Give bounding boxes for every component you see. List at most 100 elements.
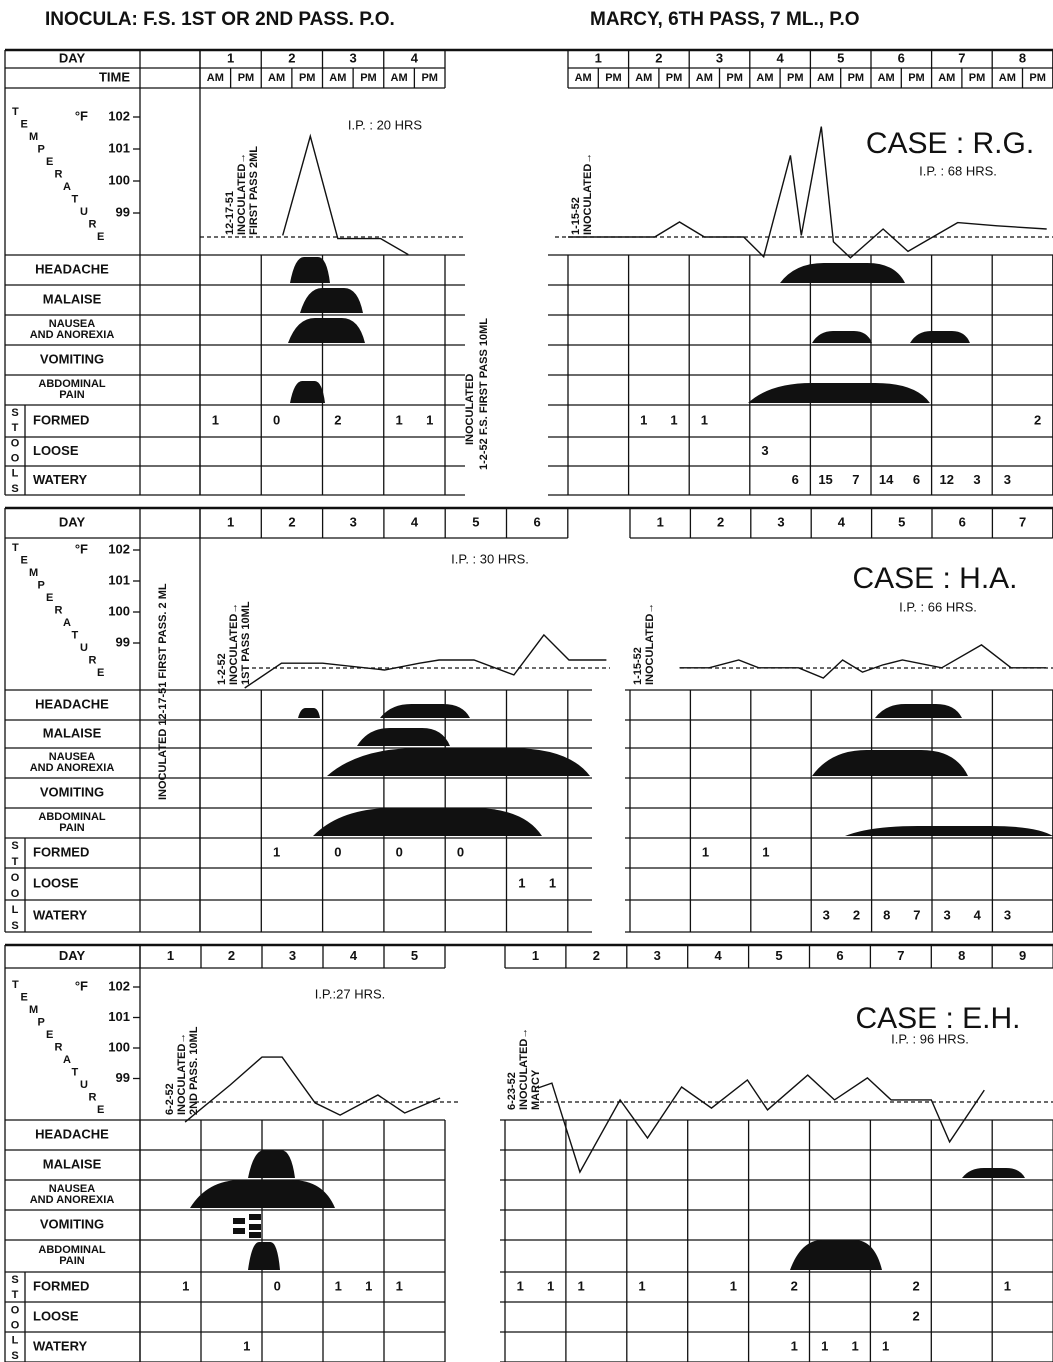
stool-count: 7 — [852, 472, 859, 487]
stool-count: 1 — [212, 412, 219, 427]
day-number: 2 — [655, 50, 662, 65]
inoculation-note: INOCULATED→ — [644, 603, 656, 685]
time-am: AM — [817, 72, 834, 84]
day-number: 6 — [534, 514, 541, 529]
symptom-label: VOMITING — [40, 1216, 104, 1231]
day-number: 4 — [350, 948, 358, 963]
y-axis-label: TEMPERATURE — [12, 106, 104, 243]
symptom-shape — [812, 331, 872, 343]
stool-label: LOOSE — [33, 1308, 79, 1323]
day-number: 5 — [837, 50, 844, 65]
vomit-mark — [249, 1224, 261, 1230]
symptom-label: VOMITING — [40, 351, 104, 366]
stool-count: 1 — [852, 1338, 859, 1353]
symptom-shape — [290, 257, 330, 283]
incubation-right: I.P. : 66 HRS. — [899, 599, 977, 614]
symptom-shape — [357, 728, 450, 746]
stool-count: 2 — [912, 1308, 919, 1323]
time-am: AM — [329, 72, 346, 84]
stool-label: LOOSE — [33, 443, 79, 458]
stool-count: 4 — [974, 907, 982, 922]
day-number: 2 — [288, 514, 295, 529]
stool-count: 6 — [792, 472, 799, 487]
y-tick-label: 100 — [108, 603, 130, 618]
symptom-label: HEADACHE — [35, 261, 109, 276]
day-number: 2 — [717, 514, 724, 529]
day-number: 6 — [959, 514, 966, 529]
stool-count: 3 — [823, 907, 830, 922]
time-am: AM — [938, 72, 955, 84]
inoculation-note: MARCY — [530, 1069, 542, 1110]
time-am: AM — [878, 72, 895, 84]
stool-count: 3 — [1004, 472, 1011, 487]
stool-count: 1 — [640, 412, 647, 427]
day-number: 3 — [777, 514, 784, 529]
day-number: 3 — [654, 948, 661, 963]
case-label: CASE : E.H. — [855, 1002, 1020, 1035]
day-number: 9 — [1019, 948, 1026, 963]
day-number: 1 — [167, 948, 174, 963]
inoculation-note: 6-2-52 — [164, 1083, 176, 1115]
day-number: 4 — [838, 514, 846, 529]
day-number: 7 — [897, 948, 904, 963]
time-am: AM — [207, 72, 224, 84]
day-number: 5 — [411, 948, 418, 963]
y-axis-label: TEMPERATURE — [12, 979, 104, 1116]
stool-label: WATERY — [33, 1338, 87, 1353]
temperature-line — [184, 1056, 441, 1123]
symptom-shape — [380, 704, 470, 718]
temperature-line — [244, 633, 607, 689]
symptom-shape — [790, 1240, 882, 1270]
inoculation-note: INOCULATED→ — [518, 1028, 530, 1110]
symptom-shape — [910, 331, 970, 343]
symptom-shape — [190, 1180, 335, 1208]
symptom-label: AND ANOREXIA — [30, 329, 115, 341]
vomit-mark — [249, 1214, 261, 1220]
middle-note: 1-2-52 F.S. FIRST PASS 10ML — [478, 318, 490, 470]
stool-count: 6 — [913, 472, 920, 487]
inoculation-note: 1-15-52 — [632, 647, 644, 685]
inoculation-note: INOCULATED→ — [582, 153, 594, 235]
day-number: 7 — [1019, 514, 1026, 529]
temperature-line — [568, 126, 1047, 259]
inoculation-note: INOCULATED→ — [176, 1033, 188, 1115]
stool-count: 15 — [818, 472, 832, 487]
header-right: MARCY, 6TH PASS, 7 ML., P.O — [590, 9, 860, 30]
inoculation-note: 1-2-52 — [216, 653, 228, 685]
y-tick-label: 100 — [108, 1039, 130, 1054]
symptom-shape — [780, 263, 905, 283]
stool-count: 3 — [761, 443, 768, 458]
day-number: 1 — [227, 50, 234, 65]
stool-label: WATERY — [33, 472, 87, 487]
symptom-shape — [248, 1150, 295, 1178]
inoculation-note: 1ST PASS 10ML — [240, 601, 252, 685]
day-number: 1 — [595, 50, 602, 65]
stool-count: 1 — [1004, 1278, 1011, 1293]
stool-count: 7 — [913, 907, 920, 922]
incubation-left: I.P. : 30 HRS. — [451, 551, 529, 566]
incubation-right: I.P. : 96 HRS. — [891, 1031, 969, 1046]
day-number: 6 — [836, 948, 843, 963]
vomit-mark — [233, 1218, 245, 1224]
time-am: AM — [575, 72, 592, 84]
symptom-shape — [300, 288, 363, 313]
time-am: AM — [391, 72, 408, 84]
stools-label: STOOLS — [11, 407, 20, 495]
time-pm: PM — [726, 72, 743, 84]
stool-count: 1 — [335, 1278, 342, 1293]
temperature-line — [537, 1074, 985, 1174]
stool-label: FORMED — [33, 844, 89, 859]
symptom-shape — [290, 381, 325, 403]
stool-count: 1 — [547, 1278, 554, 1293]
temperature-line — [282, 133, 409, 256]
symptom-shape — [748, 383, 930, 403]
day-number: 4 — [715, 948, 723, 963]
stool-count: 1 — [638, 1278, 645, 1293]
temperature-line — [679, 644, 1047, 679]
symptom-label: MALAISE — [43, 1156, 102, 1171]
time-am: AM — [696, 72, 713, 84]
vomit-mark — [233, 1228, 245, 1234]
day-number: 2 — [288, 50, 295, 65]
symptom-shape — [248, 1242, 280, 1270]
